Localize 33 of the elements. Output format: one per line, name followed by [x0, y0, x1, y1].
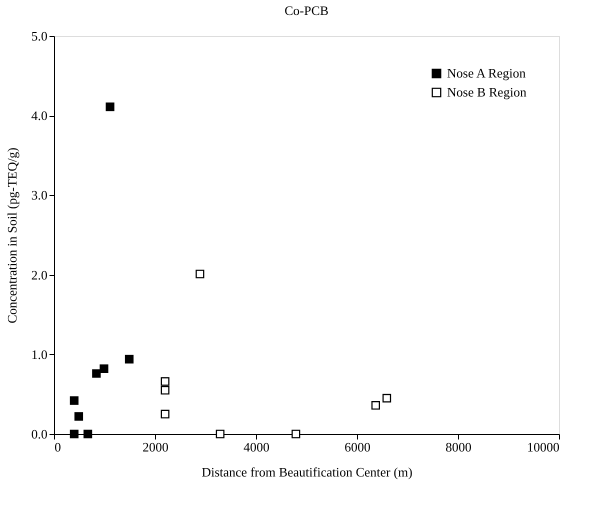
- point: [70, 430, 79, 438]
- point: [106, 102, 114, 112]
- x-tick-label: 0: [54, 440, 61, 454]
- point: [196, 270, 204, 278]
- y-tick-label: 2.0: [31, 267, 48, 282]
- point: [74, 412, 84, 421]
- y-axis-title: Concentration in Soil (pg-TEQ/g): [4, 148, 20, 324]
- x-tick-label: 4000: [244, 440, 270, 454]
- x-tick-label: 8000: [446, 440, 472, 454]
- chart-title: Co-PCB: [284, 3, 329, 18]
- legend-label: Nose B Region: [447, 84, 527, 100]
- y-tick-label: 0.0: [31, 426, 48, 442]
- y-tick-label: 4.0: [31, 108, 48, 124]
- y-tick-label: 1.0: [31, 346, 48, 362]
- point: [70, 396, 79, 405]
- point: [160, 386, 170, 395]
- point: [371, 401, 380, 410]
- point: [92, 369, 101, 378]
- point: [84, 430, 92, 438]
- point: [382, 394, 392, 402]
- point: [216, 430, 224, 438]
- point: [100, 364, 108, 374]
- point: [292, 430, 300, 438]
- point: [160, 377, 170, 386]
- x-axis-title: Distance from Beautification Center (m): [202, 464, 412, 480]
- point: [124, 354, 134, 364]
- x-tick-label: 2000: [142, 440, 168, 454]
- x-tick-label: 10000: [527, 440, 560, 454]
- point: [160, 410, 170, 418]
- y-tick-label: 5.0: [31, 28, 48, 44]
- y-tick-label: 3.0: [31, 188, 48, 203]
- legend-label: Nose A Region: [447, 66, 526, 80]
- x-tick-label: 6000: [344, 440, 370, 454]
